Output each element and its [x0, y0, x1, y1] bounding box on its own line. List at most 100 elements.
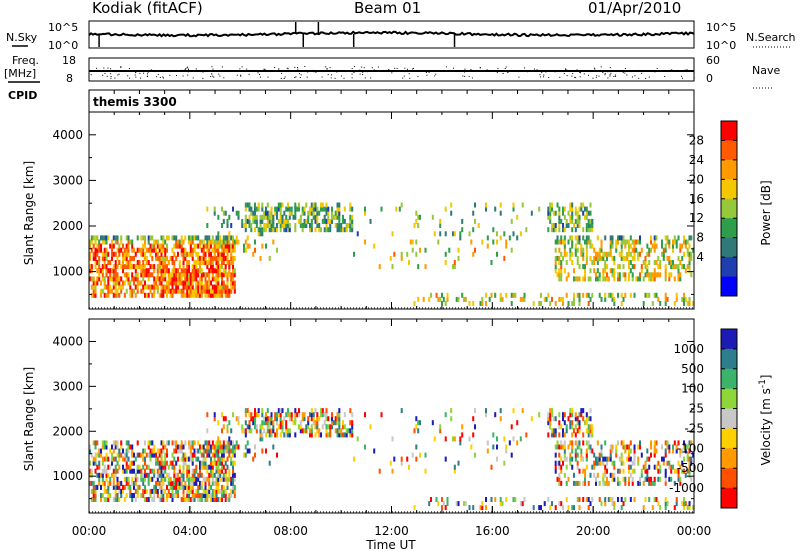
- velocity-cell: [651, 505, 654, 511]
- power-cell: [112, 280, 115, 286]
- power-cell: [582, 227, 585, 233]
- power-cell: [184, 251, 187, 257]
- velocity-cell: [162, 497, 165, 502]
- velocity-cell: [639, 444, 642, 450]
- velocity-cell: [593, 472, 596, 478]
- power-cell: [285, 206, 288, 212]
- power-cell: [140, 288, 143, 294]
- power-cell: [364, 206, 367, 212]
- velocity-cell: [217, 484, 220, 490]
- power-cell: [248, 206, 251, 212]
- power-cell: [230, 280, 233, 286]
- velocity-cell: [162, 448, 165, 454]
- power-cell: [283, 223, 286, 228]
- velocity-colorbar-label: Velocity [m s-1]: [758, 375, 773, 466]
- power-cell: [285, 218, 288, 224]
- velocity-cell: [309, 428, 312, 434]
- power-cell: [166, 280, 169, 286]
- nave-point: [632, 76, 633, 78]
- nave-point: [287, 68, 289, 70]
- power-cell: [116, 272, 119, 278]
- velocity-cell: [400, 456, 403, 462]
- power-cell: [127, 239, 130, 245]
- velocity-cell: [655, 448, 658, 454]
- velocity-cell: [351, 432, 354, 438]
- power-cell: [485, 206, 488, 212]
- power-cell: [175, 272, 178, 278]
- power-cell: [692, 301, 695, 306]
- power-cell: [109, 243, 112, 249]
- velocity-cell: [633, 497, 636, 502]
- velocity-cell: [340, 432, 343, 438]
- power-cell: [622, 255, 625, 261]
- velocity-cell: [230, 448, 233, 454]
- power-cell: [345, 227, 348, 233]
- velocity-cell: [338, 424, 341, 430]
- power-cell: [690, 251, 693, 257]
- nave-point: [624, 68, 626, 69]
- power-cell: [191, 268, 194, 274]
- nave-point: [621, 70, 623, 72]
- power-cell: [639, 239, 642, 245]
- velocity-cell: [356, 436, 359, 442]
- velocity-cell: [208, 440, 211, 446]
- velocity-cell: [318, 432, 321, 438]
- velocity-cell: [301, 412, 304, 418]
- velocity-cell: [574, 456, 577, 462]
- velocity-cell: [639, 476, 642, 482]
- velocity-cell: [237, 416, 240, 422]
- power-cell: [136, 272, 139, 278]
- velocity-cell: [114, 497, 117, 502]
- velocity-cell: [131, 444, 134, 450]
- power-cell: [338, 227, 341, 233]
- velocity-cell: [219, 460, 222, 466]
- velocity-cell: [112, 440, 115, 446]
- velocity-cell: [622, 468, 625, 474]
- velocity-cell: [573, 428, 576, 434]
- power-cell: [655, 235, 658, 241]
- power-cell: [200, 292, 203, 298]
- power-cell: [329, 227, 332, 233]
- power-cell: [551, 223, 554, 228]
- velocity-cell: [569, 452, 572, 458]
- power-cell: [606, 251, 609, 257]
- power-cell: [415, 218, 418, 224]
- velocity-cell: [558, 480, 561, 486]
- velocity-cell: [254, 408, 257, 414]
- power-cell: [197, 284, 200, 290]
- velocity-cell: [606, 480, 609, 486]
- velocity-cell: [232, 460, 235, 466]
- power-cell: [94, 284, 97, 290]
- power-cell: [103, 260, 106, 265]
- velocity-cell: [127, 440, 130, 446]
- power-cell: [193, 243, 196, 249]
- velocity-cell: [551, 428, 554, 434]
- power-cell: [208, 268, 211, 274]
- velocity-cell: [411, 452, 414, 458]
- velocity-cell: [94, 444, 97, 450]
- velocity-cell: [160, 472, 163, 478]
- nave-point: [654, 71, 656, 73]
- power-cell: [310, 206, 313, 212]
- velocity-cell: [629, 464, 632, 470]
- power-cell: [94, 255, 97, 261]
- power-cell: [571, 239, 574, 245]
- power-cell: [153, 288, 156, 294]
- velocity-cell: [100, 472, 103, 478]
- velocity-cell: [221, 488, 224, 494]
- velocity-cell: [122, 456, 125, 462]
- velocity-cell: [188, 484, 191, 490]
- power-cell: [659, 272, 662, 278]
- velocity-cell: [646, 468, 649, 474]
- power-cell: [563, 243, 566, 249]
- power-cell: [200, 276, 203, 282]
- velocity-cell: [153, 452, 156, 458]
- power-cell: [199, 276, 202, 282]
- power-cell: [255, 218, 258, 224]
- power-cell: [140, 280, 143, 286]
- power-cell: [211, 260, 214, 265]
- velocity-cell: [589, 501, 592, 507]
- y-tick-label: 2000: [52, 424, 83, 438]
- nave-point: [329, 67, 331, 69]
- power-cell: [554, 301, 557, 306]
